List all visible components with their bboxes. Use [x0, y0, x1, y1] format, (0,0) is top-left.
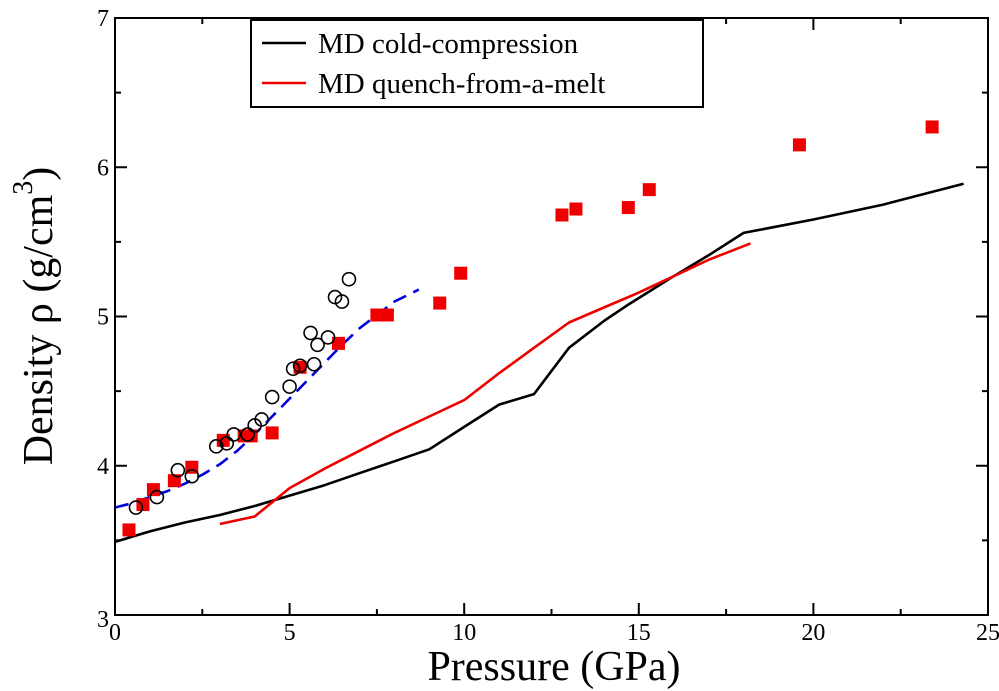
square-point-10 — [331, 336, 345, 350]
square-point-15 — [555, 208, 569, 222]
circle-point-20 — [341, 271, 357, 287]
square-point-17 — [621, 201, 635, 215]
x-tick-label: 10 — [452, 620, 476, 646]
square-point-13 — [433, 296, 447, 310]
legend-label-0: MD cold-compression — [318, 28, 579, 60]
square-point-20 — [925, 120, 939, 134]
legend-label-1: MD quench-from-a-melt — [318, 68, 605, 100]
square-point-8 — [265, 426, 279, 440]
square-point-11 — [370, 308, 384, 322]
square-point-18 — [642, 183, 656, 197]
x-tick-label: 0 — [109, 620, 121, 646]
circle-point-3 — [184, 468, 200, 484]
circle-point-14 — [303, 325, 318, 341]
square-point-0 — [122, 523, 136, 537]
circle-point-4 — [208, 439, 224, 454]
square-point-16 — [569, 202, 583, 216]
circle-point-1 — [149, 489, 165, 505]
circle-point-0 — [128, 500, 144, 515]
circle-point-15 — [306, 356, 322, 372]
square-point-14 — [454, 266, 468, 280]
circle-point-13 — [292, 358, 308, 374]
circle-point-16 — [310, 337, 325, 353]
circle-point-2 — [170, 462, 186, 478]
circle-point-9 — [254, 412, 269, 427]
y-axis-title: Density ρ (g/cm3) — [8, 167, 62, 466]
circle-point-7 — [240, 427, 255, 442]
circle-point-6 — [226, 427, 242, 442]
ticks-layer: 0 5 10 15 20 25 3 4 5 6 7 — [97, 6, 999, 646]
legend-box — [250, 19, 704, 108]
x-tick-label: 15 — [627, 620, 651, 646]
series-line-0 — [114, 182, 964, 544]
y-tick-label: 4 — [97, 454, 109, 480]
x-tick-label: 5 — [284, 620, 296, 646]
circle-point-17 — [320, 330, 336, 345]
circle-point-5 — [219, 436, 235, 451]
y-tick-label: 5 — [97, 305, 109, 331]
y-tick-label: 7 — [97, 6, 109, 32]
circle-point-10 — [264, 389, 280, 405]
circle-point-11 — [282, 379, 297, 394]
square-point-2 — [146, 483, 160, 497]
y-tick-label: 6 — [97, 155, 109, 181]
square-point-12 — [380, 308, 394, 322]
y-tick-label: 3 — [97, 607, 109, 633]
circle-point-12 — [285, 361, 301, 377]
square-point-19 — [792, 138, 806, 152]
x-tick-label: 25 — [976, 620, 999, 646]
x-axis-title: Pressure (GPa) — [427, 644, 680, 690]
circle-point-19 — [334, 294, 350, 309]
x-tick-label: 20 — [801, 620, 825, 646]
plot-layer — [114, 120, 964, 544]
legend: MD cold-compression MD quench-from-a-melt — [250, 19, 704, 108]
series-line-1 — [219, 242, 751, 526]
fit-curve-dashed — [114, 288, 420, 509]
